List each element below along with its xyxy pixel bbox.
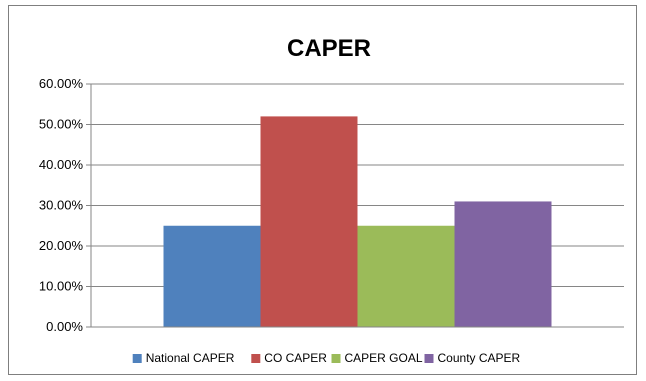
bar-national-caper	[163, 225, 261, 327]
bars	[163, 116, 552, 328]
y-tick-label: 50.00%	[39, 117, 84, 132]
y-tick-label: 20.00%	[39, 238, 84, 253]
chart-title: CAPER	[287, 35, 371, 62]
y-tick-label: 60.00%	[39, 76, 84, 91]
legend-swatch-caper-goal	[331, 354, 341, 363]
chart-frame: CAPER 0.00% 10.00% 20.00% 30.00% 40.00% 50.00…	[8, 5, 637, 375]
legend-label-co-caper: CO CAPER	[264, 351, 327, 365]
legend-label-county-caper: County CAPER	[438, 351, 521, 365]
bar-chart: CAPER 0.00% 10.00% 20.00% 30.00% 40.00% 50.00…	[39, 35, 624, 365]
y-tick-label: 30.00%	[39, 198, 84, 213]
y-tick-label: 0.00%	[46, 319, 83, 334]
legend-label-national-caper: National CAPER	[146, 351, 235, 365]
legend-swatch-county-caper	[424, 354, 434, 363]
y-tick-label: 10.00%	[39, 279, 84, 294]
legend-swatch-national-caper	[132, 354, 142, 363]
legend-swatch-co-caper	[251, 354, 261, 363]
y-axis-ticks: 0.00% 10.00% 20.00% 30.00% 40.00% 50.00% 60.00…	[39, 76, 91, 334]
legend-label-caper-goal: CAPER GOAL	[345, 351, 423, 365]
axes	[90, 84, 624, 328]
bar-county-caper	[454, 201, 552, 327]
legend: National CAPER CO CAPER CAPER GOAL County C…	[132, 351, 521, 365]
bar-co-caper	[260, 116, 358, 328]
bar-caper-goal	[357, 225, 455, 327]
y-tick-label: 40.00%	[39, 157, 84, 172]
